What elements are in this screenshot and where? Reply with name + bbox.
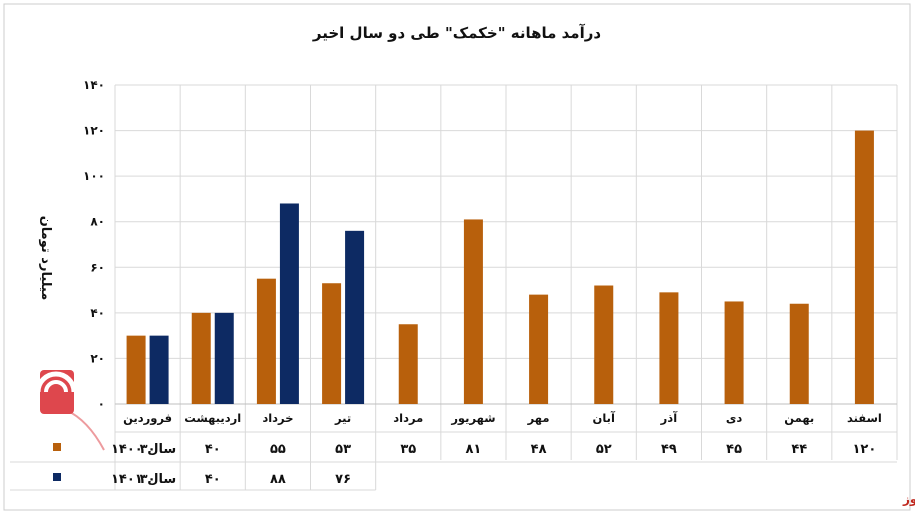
bar-series-1400 xyxy=(322,283,342,404)
y-tick-label: ۲۰ xyxy=(90,351,105,365)
data-label-1400: ۱۲۰ xyxy=(853,442,877,457)
category-label: اردیبهشت xyxy=(184,411,241,425)
y-tick-label: ۸۰ xyxy=(90,215,105,229)
bar-series-1401 xyxy=(149,335,169,404)
y-tick-label: ۱۴۰ xyxy=(83,78,105,92)
bar-series-1401 xyxy=(279,203,299,404)
category-label: شهریور xyxy=(450,411,495,426)
bar-series-1400 xyxy=(724,301,744,404)
y-tick-label: ۱۲۰ xyxy=(83,124,105,138)
chart-title: درآمد ماهانه "خکمک" طی دو سال اخیر xyxy=(312,24,601,42)
bar-series-1400 xyxy=(854,130,874,405)
category-label: دی xyxy=(726,411,743,425)
bar-series-1400 xyxy=(191,312,211,404)
data-label-1400: ۴۴ xyxy=(791,442,807,457)
category-label: مرداد xyxy=(393,411,423,425)
bar-series-1400 xyxy=(256,278,276,404)
data-label-1401: ۳۰ xyxy=(140,472,156,487)
data-table: فروردین ۳۰ ۳۰ اردیبهشت ۴۰ ۴۰ خرداد ۵۵ ۸۸ تیر ۵۳ ۷۶ م… xyxy=(10,411,897,491)
y-tick-label: ۱۰۰ xyxy=(83,169,105,183)
bar-series-1401 xyxy=(214,312,234,404)
category-label: آذر xyxy=(660,411,679,425)
data-label-1400: ۳۵ xyxy=(400,442,416,457)
logo-block xyxy=(40,370,74,414)
data-label-1400: ۳۰ xyxy=(140,442,156,457)
data-label-1400: ۵۵ xyxy=(270,442,286,457)
y-tick-label: ۶۰ xyxy=(90,260,105,274)
watermark-logo xyxy=(35,370,105,451)
y-tick-label: ۴۰ xyxy=(90,306,105,320)
legend-swatch xyxy=(53,443,61,451)
y-axis-label: میلیارد تومان xyxy=(38,216,53,301)
bar-series-1401 xyxy=(345,230,365,404)
category-label: مهر xyxy=(527,411,550,425)
logo-arc-inner xyxy=(44,380,68,393)
data-label-1400: ۸۱ xyxy=(465,442,481,457)
bars-layer xyxy=(126,130,874,405)
data-label-1400: ۴۹ xyxy=(661,442,677,457)
bar-series-1400 xyxy=(789,303,809,404)
logo-arc-outer xyxy=(35,371,77,393)
bar-series-1400 xyxy=(126,335,146,404)
legend-label: سال ۱۴۰۰ xyxy=(111,442,176,457)
bar-series-1400 xyxy=(594,285,614,404)
category-label: آبان xyxy=(593,411,616,425)
data-label-1400: ۵۳ xyxy=(335,442,351,457)
data-label-1400: ۴۰ xyxy=(205,442,221,457)
logo-swash xyxy=(65,409,105,451)
category-label: خرداد xyxy=(262,411,293,425)
grid-layer xyxy=(114,84,898,490)
data-label-1400: ۴۵ xyxy=(726,442,742,457)
category-label: اسفند xyxy=(847,411,882,425)
category-label: تیر xyxy=(334,411,351,425)
chart-frame xyxy=(3,3,911,511)
category-label: فروردین xyxy=(123,411,172,426)
category-label: بهمن xyxy=(784,411,814,425)
y-axis-ticks: ۰ ۲۰ ۴۰ ۶۰ ۸۰ ۱۰۰ ۱۲۰ ۱۴۰ xyxy=(83,78,105,411)
data-label-1401: ۴۰ xyxy=(205,472,221,487)
legend-swatch xyxy=(53,473,61,481)
data-label-1401: ۸۸ xyxy=(270,472,286,487)
legend-label: سال ۱۴۰۱ xyxy=(111,472,176,487)
bar-series-1400 xyxy=(529,294,549,404)
source-label: بورس نیوز xyxy=(902,492,915,507)
bar-series-1400 xyxy=(398,324,418,404)
bar-series-1400 xyxy=(463,219,483,404)
bar-series-1400 xyxy=(659,292,679,404)
data-label-1401: ۷۶ xyxy=(335,472,351,487)
data-label-1400: ۴۸ xyxy=(531,442,547,457)
y-tick-label: ۰ xyxy=(98,397,105,411)
data-label-1400: ۵۲ xyxy=(596,442,612,457)
